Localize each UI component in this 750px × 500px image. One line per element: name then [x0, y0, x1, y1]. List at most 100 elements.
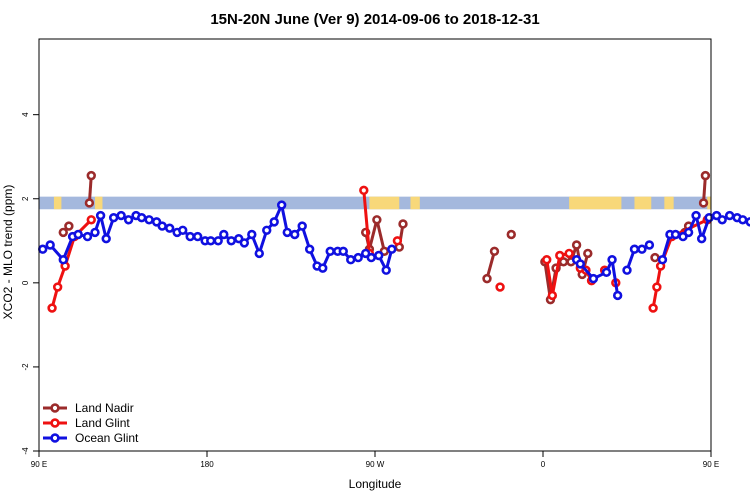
- land-region: [569, 196, 622, 210]
- data-point: [601, 267, 612, 278]
- data-point: [338, 246, 348, 257]
- data-point: [58, 227, 68, 238]
- legend-label: Land Nadir: [75, 401, 134, 415]
- data-point: [622, 265, 632, 275]
- data-point: [123, 215, 134, 225]
- data-point: [629, 244, 640, 254]
- plot-frame: [38, 38, 712, 452]
- data-point: [542, 255, 552, 265]
- data-point: [290, 229, 300, 240]
- data-point: [392, 236, 403, 246]
- data-point: [276, 200, 287, 210]
- data-point: [387, 244, 397, 254]
- data-point: [398, 219, 408, 229]
- data-point: [269, 217, 279, 227]
- data-point: [738, 215, 748, 225]
- data-point: [670, 229, 681, 240]
- series-layer: [38, 170, 750, 313]
- data-point: [52, 282, 63, 292]
- data-point: [717, 215, 727, 225]
- data-point: [637, 244, 647, 254]
- data-point: [282, 227, 292, 238]
- data-point: [178, 225, 188, 235]
- data-point: [58, 255, 68, 265]
- data-point: [45, 240, 55, 250]
- data-point: [86, 170, 96, 181]
- data-point: [698, 198, 709, 208]
- data-point: [372, 215, 382, 225]
- y-axis-label: XCO2 - MLO trend (ppm): [1, 185, 15, 320]
- x-tick-label: 90 E: [31, 460, 47, 469]
- x-axis: 90 E 180 90 W 0 90 E: [31, 451, 719, 469]
- legend-label: Ocean Glint: [75, 431, 139, 445]
- legend-marker: [50, 403, 60, 413]
- data-point: [547, 290, 558, 301]
- x-tick-label: 0: [541, 460, 546, 469]
- y-tick-label: 2: [21, 196, 30, 201]
- data-point: [588, 273, 599, 284]
- data-point: [657, 255, 668, 265]
- data-point: [86, 215, 96, 225]
- y-tick-label: 0: [21, 280, 30, 285]
- data-point: [359, 185, 369, 196]
- data-point: [101, 233, 111, 244]
- chart-title: 15N-20N June (Ver 9) 2014-09-06 to 2018-…: [210, 11, 539, 28]
- x-tick-label: 90 E: [703, 460, 719, 469]
- data-point: [38, 244, 48, 254]
- data-point: [206, 236, 216, 246]
- land-region: [410, 196, 420, 210]
- data-point: [64, 221, 74, 231]
- data-point: [683, 227, 694, 238]
- data-point: [571, 240, 582, 250]
- data-point: [90, 227, 100, 238]
- y-tick-label: -2: [21, 363, 30, 371]
- y-tick-label: 4: [21, 112, 30, 117]
- legend-marker: [50, 433, 60, 443]
- data-point: [583, 248, 593, 259]
- data-point: [353, 252, 363, 263]
- data-point: [136, 212, 147, 223]
- data-point: [185, 231, 195, 242]
- legend-item-ocean-glint: Ocean Glint: [43, 431, 139, 445]
- data-point: [495, 282, 505, 292]
- data-point: [84, 198, 95, 208]
- land-region: [664, 196, 674, 210]
- data-point: [607, 255, 617, 265]
- data-point: [575, 259, 586, 269]
- x-axis-label: Longitude: [349, 477, 402, 491]
- data-point: [213, 236, 223, 246]
- data-point: [164, 223, 175, 233]
- data-point: [318, 263, 328, 273]
- data-point: [247, 229, 257, 240]
- data-point: [555, 250, 565, 261]
- data-point: [381, 265, 391, 275]
- data-point: [506, 229, 516, 240]
- data-point: [297, 221, 307, 231]
- data-point: [144, 215, 154, 225]
- data-point: [374, 250, 384, 261]
- data-point: [704, 212, 714, 223]
- data-point: [366, 252, 376, 263]
- y-axis: -4 -2 0 2 4: [21, 112, 39, 455]
- data-point: [116, 210, 126, 221]
- land-region: [707, 196, 711, 210]
- series-line: [485, 250, 496, 280]
- legend-item-land-glint: Land Glint: [43, 416, 130, 430]
- data-point: [239, 238, 250, 248]
- data-point: [157, 221, 167, 231]
- data-point: [219, 229, 229, 240]
- land-region: [634, 196, 652, 210]
- legend-label: Land Glint: [75, 416, 130, 430]
- data-point: [482, 273, 492, 284]
- y-tick-label: -4: [21, 447, 30, 455]
- data-point: [95, 210, 106, 221]
- data-point: [304, 244, 315, 254]
- data-point: [745, 217, 750, 227]
- data-point: [648, 303, 658, 313]
- data-point: [724, 210, 735, 221]
- series-line: [362, 190, 371, 254]
- legend-marker: [50, 418, 60, 428]
- data-point: [346, 255, 356, 265]
